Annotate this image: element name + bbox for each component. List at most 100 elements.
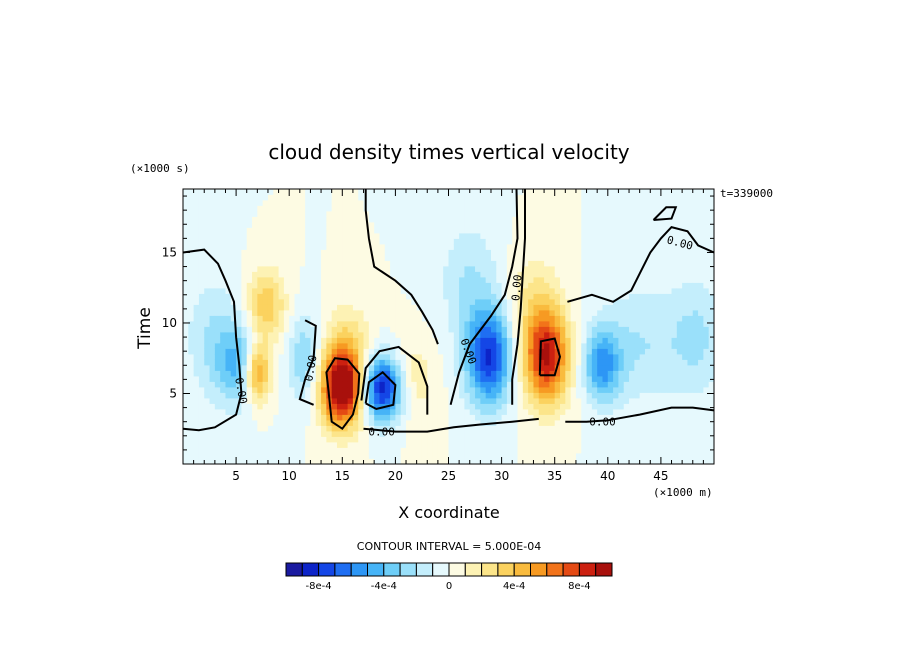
heatmap-cell <box>390 299 396 305</box>
heatmap-cell <box>448 227 455 234</box>
heatmap-cell <box>411 249 418 256</box>
heatmap-cell <box>193 414 200 421</box>
heatmap-cell <box>437 222 444 228</box>
heatmap-cell <box>629 271 635 278</box>
heatmap-cell <box>374 370 380 377</box>
heatmap-cell <box>597 299 603 305</box>
heatmap-cell <box>586 282 593 289</box>
heatmap-cell <box>321 398 327 404</box>
heatmap-cell <box>209 458 216 465</box>
heatmap-cell <box>639 216 646 223</box>
heatmap-cell <box>703 359 710 366</box>
heatmap-cell <box>252 233 258 239</box>
heatmap-cell <box>246 436 253 443</box>
heatmap-cell <box>347 392 354 399</box>
heatmap-cell <box>650 238 656 245</box>
heatmap-cell <box>326 244 333 250</box>
heatmap-cell <box>565 359 572 366</box>
heatmap-cell <box>342 244 349 250</box>
heatmap-cell <box>400 299 407 305</box>
heatmap-cell <box>655 436 662 443</box>
heatmap-cell <box>666 304 672 311</box>
heatmap-cell <box>278 293 285 300</box>
heatmap-cell <box>209 381 216 388</box>
heatmap-cell <box>183 288 189 294</box>
heatmap-cell <box>682 337 688 344</box>
heatmap-cell <box>294 332 301 338</box>
heatmap-cell <box>427 365 433 371</box>
heatmap-cell <box>469 420 476 426</box>
heatmap-cell <box>544 304 550 311</box>
heatmap-cell <box>400 392 407 399</box>
heatmap-cell <box>459 266 465 272</box>
heatmap-cell <box>214 343 221 349</box>
heatmap-cell <box>374 288 380 294</box>
heatmap-cell <box>267 260 274 267</box>
heatmap-cell <box>554 425 561 432</box>
heatmap-cell <box>267 326 274 333</box>
heatmap-cell <box>400 288 407 294</box>
heatmap-cell <box>650 260 656 267</box>
heatmap-cell <box>517 420 524 426</box>
heatmap-cell <box>443 222 449 228</box>
heatmap-cell <box>395 299 402 305</box>
heatmap-cell <box>411 326 418 333</box>
heatmap-cell <box>416 233 423 239</box>
heatmap-cell <box>676 392 683 399</box>
heatmap-cell <box>549 293 556 300</box>
heatmap-cell <box>374 200 380 206</box>
heatmap-cell <box>554 271 561 278</box>
heatmap-cell <box>310 244 317 250</box>
heatmap-cell <box>188 233 195 239</box>
heatmap-cell <box>607 381 614 388</box>
heatmap-cell <box>623 233 630 239</box>
heatmap-cell <box>660 238 667 245</box>
heatmap-cell <box>368 453 375 459</box>
heatmap-cell <box>676 293 683 300</box>
heatmap-cell <box>570 277 577 283</box>
heatmap-cell <box>453 244 460 250</box>
heatmap-cell <box>522 392 529 399</box>
heatmap-cell <box>703 458 710 465</box>
heatmap-cell <box>618 453 625 459</box>
heatmap-cell <box>331 266 338 272</box>
heatmap-cell <box>241 282 248 289</box>
heatmap-cell <box>666 392 672 399</box>
heatmap-cell <box>528 321 534 327</box>
heatmap-cell <box>400 222 407 228</box>
heatmap-cell <box>437 420 444 426</box>
heatmap-cell <box>321 194 327 201</box>
heatmap-cell <box>289 354 295 360</box>
heatmap-cell <box>485 260 492 267</box>
heatmap-cell <box>421 326 428 333</box>
heatmap-cell <box>459 436 465 443</box>
heatmap-cell <box>411 315 418 322</box>
heatmap-cell <box>294 387 301 393</box>
heatmap-cell <box>283 359 290 366</box>
heatmap-cell <box>490 425 497 432</box>
heatmap-cell <box>390 205 396 212</box>
heatmap-cell <box>692 453 699 459</box>
heatmap-cell <box>198 299 205 305</box>
heatmap-cell <box>480 354 487 360</box>
heatmap-cell <box>469 304 476 311</box>
heatmap-cell <box>209 420 216 426</box>
heatmap-cell <box>252 293 258 300</box>
heatmap-cell <box>692 420 699 426</box>
heatmap-cell <box>310 420 317 426</box>
heatmap-cell <box>496 381 502 388</box>
heatmap-cell <box>581 249 587 256</box>
heatmap-cell <box>602 370 609 377</box>
heatmap-cell <box>241 398 248 404</box>
heatmap-cell <box>655 299 662 305</box>
heatmap-cell <box>512 326 518 333</box>
heatmap-cell <box>204 260 210 267</box>
heatmap-cell <box>485 332 492 338</box>
heatmap-cell <box>676 420 683 426</box>
heatmap-cell <box>427 409 433 415</box>
heatmap-cell <box>517 216 524 223</box>
heatmap-cell <box>591 189 598 195</box>
heatmap-cell <box>496 414 502 421</box>
heatmap-cell <box>400 321 407 327</box>
